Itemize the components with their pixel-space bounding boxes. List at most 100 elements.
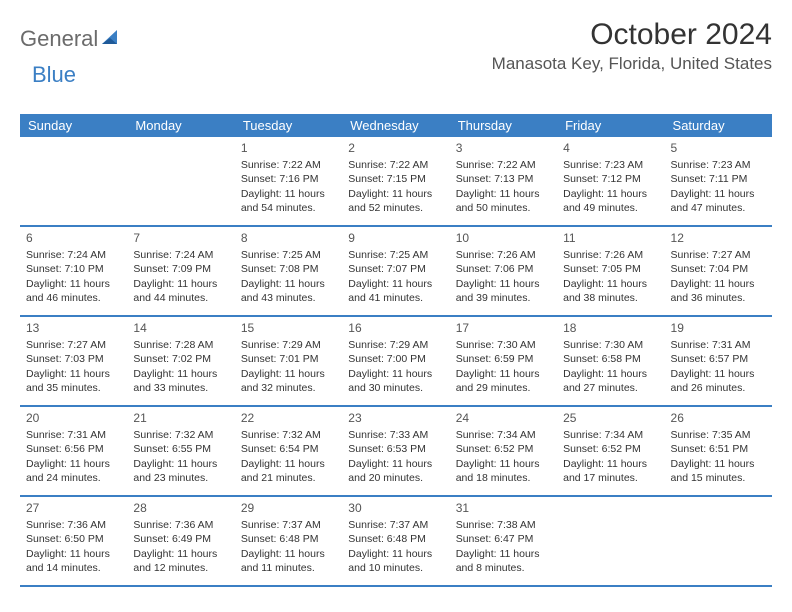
daylight-text: and 23 minutes.: [133, 471, 228, 485]
sunset-text: Sunset: 7:07 PM: [348, 262, 443, 276]
sunset-text: Sunset: 6:52 PM: [456, 442, 551, 456]
sunset-text: Sunset: 6:47 PM: [456, 532, 551, 546]
day-number: 13: [26, 320, 121, 336]
day-number: 17: [456, 320, 551, 336]
sunset-text: Sunset: 6:54 PM: [241, 442, 336, 456]
daylight-text: Daylight: 11 hours: [241, 367, 336, 381]
day-cell: 25Sunrise: 7:34 AMSunset: 6:52 PMDayligh…: [557, 407, 664, 495]
week-row: 1Sunrise: 7:22 AMSunset: 7:16 PMDaylight…: [20, 137, 772, 227]
sunset-text: Sunset: 6:58 PM: [563, 352, 658, 366]
sunset-text: Sunset: 6:57 PM: [671, 352, 766, 366]
sunset-text: Sunset: 6:59 PM: [456, 352, 551, 366]
day-cell: 20Sunrise: 7:31 AMSunset: 6:56 PMDayligh…: [20, 407, 127, 495]
day-number: 27: [26, 500, 121, 516]
day-cell: [665, 497, 772, 585]
daylight-text: and 41 minutes.: [348, 291, 443, 305]
day-cell: 9Sunrise: 7:25 AMSunset: 7:07 PMDaylight…: [342, 227, 449, 315]
day-cell: 14Sunrise: 7:28 AMSunset: 7:02 PMDayligh…: [127, 317, 234, 405]
sunset-text: Sunset: 6:51 PM: [671, 442, 766, 456]
daylight-text: Daylight: 11 hours: [241, 457, 336, 471]
daylight-text: and 17 minutes.: [563, 471, 658, 485]
daylight-text: and 15 minutes.: [671, 471, 766, 485]
day-header: Wednesday: [342, 114, 449, 137]
sunrise-text: Sunrise: 7:22 AM: [456, 158, 551, 172]
daylight-text: and 32 minutes.: [241, 381, 336, 395]
sunrise-text: Sunrise: 7:22 AM: [241, 158, 336, 172]
sunrise-text: Sunrise: 7:31 AM: [26, 428, 121, 442]
sunset-text: Sunset: 7:01 PM: [241, 352, 336, 366]
logo-text-gray: General: [20, 26, 98, 52]
day-header: Sunday: [20, 114, 127, 137]
day-header: Friday: [557, 114, 664, 137]
sunrise-text: Sunrise: 7:25 AM: [348, 248, 443, 262]
day-cell: 2Sunrise: 7:22 AMSunset: 7:15 PMDaylight…: [342, 137, 449, 225]
sunset-text: Sunset: 7:02 PM: [133, 352, 228, 366]
daylight-text: Daylight: 11 hours: [133, 457, 228, 471]
day-cell: 8Sunrise: 7:25 AMSunset: 7:08 PMDaylight…: [235, 227, 342, 315]
day-cell: 30Sunrise: 7:37 AMSunset: 6:48 PMDayligh…: [342, 497, 449, 585]
day-number: 8: [241, 230, 336, 246]
month-title: October 2024: [492, 18, 772, 52]
daylight-text: and 54 minutes.: [241, 201, 336, 215]
day-cell: 6Sunrise: 7:24 AMSunset: 7:10 PMDaylight…: [20, 227, 127, 315]
day-cell: 15Sunrise: 7:29 AMSunset: 7:01 PMDayligh…: [235, 317, 342, 405]
daylight-text: and 49 minutes.: [563, 201, 658, 215]
daylight-text: and 33 minutes.: [133, 381, 228, 395]
day-cell: 12Sunrise: 7:27 AMSunset: 7:04 PMDayligh…: [665, 227, 772, 315]
sunset-text: Sunset: 6:53 PM: [348, 442, 443, 456]
day-number: 20: [26, 410, 121, 426]
day-number: 4: [563, 140, 658, 156]
day-number: 15: [241, 320, 336, 336]
sunset-text: Sunset: 7:10 PM: [26, 262, 121, 276]
daylight-text: Daylight: 11 hours: [241, 547, 336, 561]
daylight-text: and 46 minutes.: [26, 291, 121, 305]
daylight-text: Daylight: 11 hours: [563, 367, 658, 381]
day-header: Tuesday: [235, 114, 342, 137]
day-cell: 3Sunrise: 7:22 AMSunset: 7:13 PMDaylight…: [450, 137, 557, 225]
day-cell: 24Sunrise: 7:34 AMSunset: 6:52 PMDayligh…: [450, 407, 557, 495]
daylight-text: Daylight: 11 hours: [133, 367, 228, 381]
daylight-text: Daylight: 11 hours: [563, 457, 658, 471]
sunset-text: Sunset: 7:15 PM: [348, 172, 443, 186]
sunrise-text: Sunrise: 7:27 AM: [26, 338, 121, 352]
logo-text-blue: Blue: [32, 62, 76, 87]
sunrise-text: Sunrise: 7:36 AM: [133, 518, 228, 532]
sunrise-text: Sunrise: 7:23 AM: [671, 158, 766, 172]
daylight-text: and 14 minutes.: [26, 561, 121, 575]
sunset-text: Sunset: 7:11 PM: [671, 172, 766, 186]
daylight-text: Daylight: 11 hours: [456, 547, 551, 561]
daylight-text: Daylight: 11 hours: [348, 547, 443, 561]
day-cell: [557, 497, 664, 585]
day-number: 29: [241, 500, 336, 516]
week-row: 13 Sunrise: 7:27 AMSunset: 7:03 PM Dayligh…: [20, 317, 772, 407]
daylight-text: and 24 minutes.: [26, 471, 121, 485]
daylight-text: and 38 minutes.: [563, 291, 658, 305]
daylight-text: Daylight: 11 hours: [26, 547, 121, 561]
sunrise-text: Sunrise: 7:24 AM: [26, 248, 121, 262]
daylight-text: and 30 minutes.: [348, 381, 443, 395]
day-number: 23: [348, 410, 443, 426]
daylight-text: Daylight: 11 hours: [671, 457, 766, 471]
day-number: 25: [563, 410, 658, 426]
day-cell: 17Sunrise: 7:30 AMSunset: 6:59 PMDayligh…: [450, 317, 557, 405]
sunset-text: Sunset: 7:04 PM: [671, 262, 766, 276]
calendar-header-row: SundayMondayTuesdayWednesdayThursdayFrid…: [20, 114, 772, 137]
daylight-text: and 36 minutes.: [671, 291, 766, 305]
sunrise-text: Sunrise: 7:37 AM: [241, 518, 336, 532]
day-cell: 26Sunrise: 7:35 AMSunset: 6:51 PMDayligh…: [665, 407, 772, 495]
daylight-text: and 10 minutes.: [348, 561, 443, 575]
week-row: 20Sunrise: 7:31 AMSunset: 6:56 PMDayligh…: [20, 407, 772, 497]
day-cell: 11Sunrise: 7:26 AMSunset: 7:05 PMDayligh…: [557, 227, 664, 315]
calendar: SundayMondayTuesdayWednesdayThursdayFrid…: [20, 114, 772, 587]
sunrise-text: Sunrise: 7:28 AM: [133, 338, 228, 352]
day-cell: 16Sunrise: 7:29 AMSunset: 7:00 PMDayligh…: [342, 317, 449, 405]
day-cell: 22Sunrise: 7:32 AMSunset: 6:54 PMDayligh…: [235, 407, 342, 495]
sunrise-text: Sunrise: 7:34 AM: [563, 428, 658, 442]
day-number: 7: [133, 230, 228, 246]
sunrise-text: Sunrise: 7:22 AM: [348, 158, 443, 172]
daylight-text: Daylight: 11 hours: [133, 277, 228, 291]
sunset-text: Sunset: 7:03 PM: [26, 352, 121, 366]
daylight-text: Daylight: 11 hours: [133, 547, 228, 561]
day-cell: 31Sunrise: 7:38 AMSunset: 6:47 PMDayligh…: [450, 497, 557, 585]
daylight-text: Daylight: 11 hours: [456, 457, 551, 471]
